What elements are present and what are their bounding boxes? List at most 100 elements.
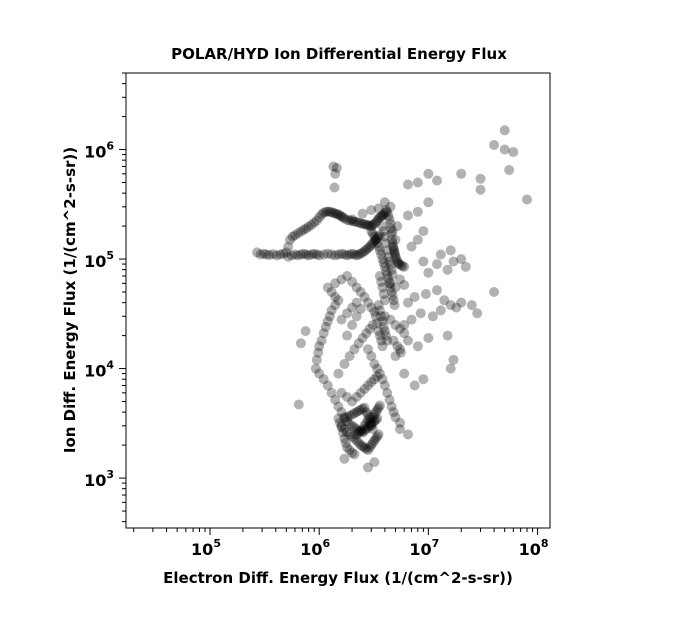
data-point [389, 300, 400, 311]
data-point [392, 341, 403, 352]
data-point [385, 278, 396, 289]
data-point [301, 223, 312, 234]
data-point [383, 251, 394, 262]
data-point [363, 414, 373, 425]
data-point [373, 241, 384, 252]
data-point [403, 210, 413, 221]
data-point [383, 210, 394, 221]
data-point [255, 249, 266, 260]
x-tick-label: 108 [519, 537, 549, 559]
data-point [379, 380, 390, 391]
data-point [386, 228, 397, 239]
data-point [451, 302, 462, 313]
data-point [370, 407, 381, 418]
data-point [353, 217, 364, 228]
data-point [357, 218, 368, 229]
data-point [372, 238, 383, 249]
data-point [357, 427, 368, 438]
data-point [330, 292, 341, 302]
data-point [412, 206, 423, 217]
data-point [374, 271, 385, 281]
data-point [376, 311, 387, 322]
data-point [330, 278, 341, 289]
data-point [386, 223, 396, 234]
data-point [361, 328, 372, 339]
data-point [339, 424, 350, 435]
data-point [339, 433, 350, 444]
data-point [376, 276, 387, 287]
data-point [313, 347, 324, 358]
data-point [379, 207, 390, 218]
data-point [357, 247, 368, 258]
data-point [353, 425, 364, 436]
data-point [386, 401, 397, 412]
data-point [361, 417, 372, 428]
y-tick-label: 106 [84, 140, 114, 162]
data-point [340, 437, 351, 448]
data-point [283, 251, 294, 262]
data-point [359, 219, 370, 230]
data-point [379, 197, 390, 208]
data-point [366, 226, 377, 237]
data-point [364, 323, 375, 334]
data-point [326, 287, 337, 297]
data-point [374, 230, 385, 241]
data-point [378, 226, 389, 237]
data-point [379, 326, 390, 337]
plot-frame [125, 72, 551, 529]
data-point [326, 387, 337, 398]
data-point [399, 280, 410, 290]
data-point [318, 249, 329, 260]
data-point [364, 442, 375, 453]
data-point [378, 258, 389, 268]
data-point [382, 206, 393, 217]
data-point [349, 216, 360, 227]
data-point [336, 407, 347, 418]
data-point [342, 330, 353, 341]
data-point [347, 214, 358, 225]
data-point [403, 335, 413, 346]
data-point [374, 305, 385, 316]
data-point [445, 245, 456, 256]
data-point [382, 245, 393, 256]
data-point [370, 234, 381, 245]
data-point [347, 302, 358, 313]
data-point [329, 182, 340, 193]
data-point [363, 380, 373, 391]
data-point [363, 297, 373, 308]
data-point [385, 218, 396, 229]
data-point [322, 248, 333, 259]
data-point [395, 274, 405, 285]
data-point [377, 374, 388, 385]
data-point [499, 125, 510, 136]
data-point [432, 285, 442, 296]
data-point [382, 387, 393, 398]
data-point [357, 333, 368, 343]
data-point [359, 425, 370, 436]
data-point [363, 422, 373, 433]
data-point [351, 250, 362, 261]
data-point [359, 442, 370, 453]
data-point [322, 282, 333, 293]
data-point [353, 406, 364, 416]
data-point [445, 363, 456, 374]
data-point [290, 230, 300, 241]
data-point [399, 261, 410, 272]
data-point [378, 289, 389, 299]
data-point [261, 249, 272, 260]
data-point [351, 429, 362, 440]
y-tick-label: 104 [84, 359, 114, 381]
data-point [326, 249, 337, 260]
data-point [344, 445, 355, 456]
data-point [342, 308, 353, 319]
data-point [353, 249, 364, 260]
data-point [351, 217, 362, 227]
data-point [361, 244, 372, 255]
data-point [303, 221, 314, 232]
data-point [342, 427, 353, 438]
data-point [336, 314, 347, 325]
data-point [384, 256, 395, 267]
data-point [466, 300, 477, 311]
data-point [370, 217, 381, 228]
data-point [351, 311, 362, 322]
